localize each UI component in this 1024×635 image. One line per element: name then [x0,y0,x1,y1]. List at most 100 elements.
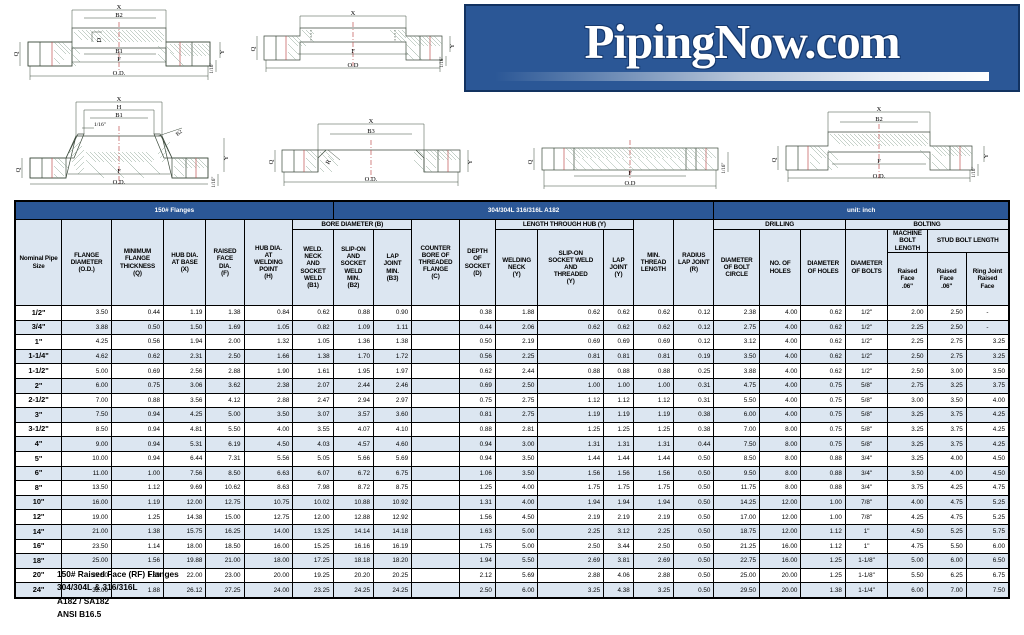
cell-value: 0.94 [111,436,164,452]
cell-value: 18.00 [243,553,294,569]
cell-value: 0.62 [632,319,675,336]
cell-value: 8.50 [61,421,112,438]
table-row: 1-1/2" 5.00 0.69 2.56 2.88 1.90 1.61 1.95 1.97 0.… [14,363,1010,379]
cell-value: 0.12 [673,319,715,336]
cell-value: 2.25 [632,523,675,540]
cell-value: 4.50 [887,523,928,540]
cell-value: 20.00 [243,567,294,584]
cell-value: 2.25 [887,319,928,336]
cell-value: 3/4" [844,480,889,496]
table-row: 16" 23.50 1.14 18.00 18.50 16.00 15.25 16.16 16.… [14,538,1010,555]
cell-value: 6.00 [965,538,1010,555]
cell-value: 0.50 [458,334,496,350]
cell-value: 10.00 [61,450,112,467]
lap-joint-flange-drawing: X B3 R O.D. Q Y [256,100,506,192]
footer-line-1: 150# Raised Face (RF) Flanges [57,569,179,579]
cell-value: 1.25 [632,421,675,438]
svg-text:Y: Y [219,49,226,54]
cell-value: 12.00 [758,494,802,511]
th-counter-bore-threaded-flange: COUNTER BORE OF THREADED FLANGE (C) [411,219,460,306]
cell-value: 14.18 [372,523,413,540]
cell-value: 2.69 [632,553,675,569]
cell-value: 0.69 [458,377,496,394]
cell-nominal-pipe-size: 3-1/2" [14,421,63,438]
cell-value: 3.50 [494,465,539,482]
cell-value: 21.00 [205,553,245,569]
cell-value: 1.19 [111,494,164,511]
table-title-row: 150# Flanges 304/304L 316/316L A182 unit… [14,200,1010,220]
cell-value: 3.07 [292,407,334,423]
table-row: 8" 13.50 1.12 9.69 10.62 8.63 7.98 8.72 8.75 1.25… [14,480,1010,496]
cell-value: 7.50 [965,582,1010,599]
cell-value: 2.88 [243,392,294,409]
cell-value: 2.50 [632,538,675,555]
cell-value: 4.25 [965,436,1010,452]
flange-spec-table: 150# Flanges 304/304L 316/316L A182 unit… [14,200,1010,599]
cell-value: 1.50 [162,319,207,336]
cell-value: 2.75 [713,319,760,336]
cell-value: 2.19 [537,509,605,525]
cell-value: 16.00 [61,494,112,511]
cell-value: 6.50 [965,553,1010,569]
cell-value: 25.00 [713,567,760,584]
table-row: 10" 16.00 1.19 12.00 12.75 10.75 10.02 10.88 10.… [14,494,1010,511]
cell-value: 2.94 [332,392,374,409]
th-group-bore-diameter: BORE DIAMETER (B) [292,219,413,230]
cell-value: 1.14 [111,538,164,555]
cell-value: 2.47 [292,392,334,409]
cell-value: 0.75 [800,377,846,394]
cell-value: 9.69 [162,480,207,496]
cell-nominal-pipe-size: 5" [14,450,63,467]
cell-value: 0.94 [111,450,164,467]
cell-nominal-pipe-size: 12" [14,509,63,525]
th-bore-lap-joint-min: LAP JOINT MIN. (B3) [372,229,413,306]
table-row: 1-1/4" 4.62 0.62 2.31 2.50 1.66 1.38 1.70 1.72 0.… [14,348,1010,365]
cell-value: 4.57 [332,436,374,452]
cell-value: 3.25 [965,334,1010,350]
cell-value: 1.56 [603,465,634,482]
cell-value: 0.88 [603,363,634,379]
cell-value: 18.20 [372,553,413,569]
table-subgroup-row: WELD. NECK AND SOCKET WELD (B1) SLIP-ON … [15,229,1010,306]
pipingnow-logo: PipingNow.com [464,4,1020,92]
th-minimum-flange-thickness: MINIMUM FLANGE THICKNESS (Q) [111,219,164,306]
cell-value: 4.00 [758,334,802,350]
cell-value: 2.25 [887,334,928,350]
logo-gradient-bar [495,72,989,81]
cell-value: 3.12 [713,334,760,350]
svg-text:O.D: O.D [624,180,635,187]
footer-line-4: ANSI B16.5 [57,609,102,620]
cell-value: 1.75 [537,480,605,496]
svg-text:X: X [351,10,356,17]
cell-value: 4.25 [926,480,967,496]
cell-value: 11.00 [61,465,112,482]
cell-value: 1.94 [162,334,207,350]
cell-value: 12.75 [243,509,294,525]
cell-value: 0.69 [111,363,164,379]
table-body: 1/2" 3.50 0.44 1.19 1.38 0.84 0.62 0.88 0.90 0.38… [14,305,1010,599]
cell-value: 1-1/8" [844,567,889,584]
cell-value: 0.44 [111,305,164,321]
cell-value: 1.11 [372,319,413,336]
svg-text:1/16": 1/16" [212,177,217,188]
cell-counter-bore [411,348,460,365]
cell-value: 1.75 [603,480,634,496]
cell-value: 0.75 [800,392,846,409]
cell-value: 7.56 [162,465,207,482]
cell-value: 1.44 [632,450,675,467]
cell-value: 3.50 [494,450,539,467]
cell-value: 5.66 [332,450,374,467]
cell-value: 1/2" [844,363,889,379]
cell-value: 18.50 [205,538,245,555]
cell-value: 1.00 [603,377,634,394]
cell-value: 6.00 [494,582,539,599]
cell-value: 0.50 [111,319,164,336]
cell-value: 0.81 [458,407,496,423]
cell-value: 1/2" [844,334,889,350]
cell-value: 3.88 [61,319,112,336]
cell-nominal-pipe-size: 10" [14,494,63,511]
cell-value: 4.00 [758,305,802,321]
cell-value: 0.84 [243,305,294,321]
cell-value: 5.69 [372,450,413,467]
